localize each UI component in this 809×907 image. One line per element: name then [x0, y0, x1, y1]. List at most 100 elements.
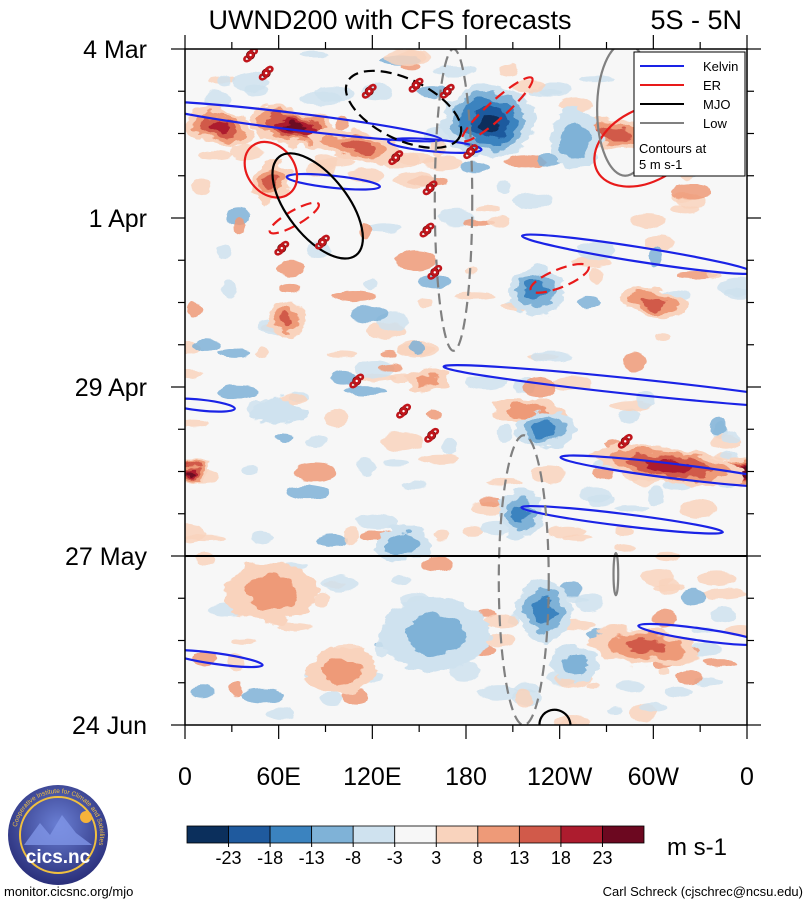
anomaly-speckle: [198, 150, 232, 160]
tropical-cyclone-icon: [274, 240, 290, 256]
colorbar: -23 -18 -13 -8 -3 3 8 13 18 23: [186, 825, 645, 868]
anomaly-level: [639, 296, 667, 309]
anomaly-speckle: [657, 666, 670, 675]
region-label: 5S - 5N: [650, 5, 742, 35]
colorbar-label: 13: [509, 848, 529, 868]
cyclone-center: [469, 150, 472, 153]
anomaly-speckle: [383, 459, 409, 467]
cyclone-arm: [430, 427, 440, 435]
kelvin-contour: [185, 397, 236, 413]
anomaly-speckle: [575, 296, 600, 309]
tropical-cyclone-icon: [396, 403, 412, 419]
footer-url[interactable]: monitor.cicsnc.org/mjo: [4, 884, 134, 899]
anomaly-speckle: [579, 76, 615, 83]
er-contour: [243, 140, 299, 199]
anomaly-speckle: [401, 480, 428, 490]
anomaly-blob: [185, 459, 209, 484]
anomaly-speckle: [679, 499, 718, 519]
anomaly-speckle: [276, 622, 313, 632]
anomaly-speckle: [380, 432, 423, 452]
hovmoller-chart: UWND200 with CFS forecasts 5S - 5N 4 Mar…: [65, 5, 761, 868]
tropical-cyclone-icon: [314, 234, 330, 250]
colorbar-label: -23: [216, 848, 242, 868]
anomaly-speckle: [461, 525, 484, 538]
anomaly-speckle: [218, 348, 252, 358]
anomaly-speckle: [314, 592, 331, 607]
legend: Kelvin ER MJO Low Contours at5 m s-1: [633, 51, 746, 177]
cyclone-arm: [321, 234, 330, 242]
legend-label: ER: [703, 78, 721, 93]
kelvin-contour: [387, 137, 483, 154]
low-contour: [612, 551, 620, 597]
anomaly-speckle: [240, 688, 285, 704]
anomaly-speckle: [255, 346, 269, 359]
anomaly-blob: [267, 302, 306, 339]
anomaly-speckle: [560, 720, 577, 725]
colorbar-swatch: [311, 825, 354, 844]
anomaly-level: [403, 613, 466, 655]
cyclone-layer: [243, 49, 633, 449]
anomaly-speckle: [243, 85, 268, 96]
colorbar-label: -13: [299, 848, 325, 868]
y-tick-label: 27 May: [65, 543, 147, 571]
kelvin-contour: [520, 504, 724, 535]
cyclone-center: [280, 246, 283, 250]
anomaly-speckle: [680, 589, 706, 606]
anomaly-speckle: [327, 351, 357, 358]
legend-note: 5 m s-1: [639, 157, 682, 172]
anomaly-speckle: [222, 279, 237, 299]
y-tick-label: 29 Apr: [75, 374, 147, 402]
colorbar-label: 8: [473, 848, 483, 868]
cyclone-arm: [388, 158, 398, 166]
x-axis: 0 60E 120E 180 120W 60W 0: [178, 35, 754, 791]
cyclone-arm: [425, 222, 435, 230]
tropical-cyclone-icon: [463, 144, 479, 159]
colorbar-label: -8: [345, 848, 361, 868]
cyclone-center: [355, 379, 358, 383]
anomaly-speckle: [350, 305, 388, 323]
anomaly-speckle: [418, 275, 452, 289]
legend-box: [633, 51, 746, 177]
anomaly-level: [532, 598, 556, 623]
cyclone-center: [414, 84, 418, 87]
anomaly-speckle: [651, 608, 677, 627]
anomaly-speckle: [658, 578, 680, 596]
anomaly-level: [477, 112, 501, 131]
anomaly-blob: [619, 286, 688, 319]
cyclone-arm: [243, 55, 252, 63]
anomaly-speckle: [671, 184, 712, 200]
logo-sun: [80, 811, 92, 823]
anomaly-speckle: [217, 384, 260, 399]
anomaly-speckle: [344, 386, 387, 396]
anomaly-speckle: [486, 478, 522, 486]
colorbar-units: m s-1: [667, 834, 727, 861]
anomaly-speckle: [344, 525, 359, 546]
chart-title: UWND200 with CFS forecasts: [208, 5, 571, 35]
anomaly-speckle: [709, 416, 728, 436]
anomaly-speckle: [653, 333, 671, 342]
anomaly-speckle: [304, 436, 329, 448]
anomaly-level: [414, 374, 440, 388]
anomaly-speckle: [496, 424, 513, 443]
anomaly-speckle: [480, 496, 502, 508]
anomaly-speckle: [622, 352, 647, 372]
anomaly-blob: [550, 646, 601, 683]
anomaly-level: [209, 121, 230, 134]
anomaly-speckle: [408, 340, 427, 354]
colorbar-swatch: [477, 825, 520, 844]
cyclone-center: [394, 156, 397, 159]
cyclone-center: [425, 228, 429, 232]
x-tick-label: 60W: [628, 763, 680, 791]
anomaly-speckle: [636, 390, 655, 409]
anomaly-speckle: [675, 271, 718, 279]
anomaly-level: [321, 657, 361, 685]
anomaly-speckle: [357, 457, 375, 476]
cyclone-arm: [361, 91, 371, 99]
kelvin-contour: [442, 364, 747, 410]
anomaly-speckle: [377, 364, 403, 372]
anomaly-level: [338, 138, 375, 153]
anomaly-blob: [306, 646, 376, 695]
logo-mountains: [24, 815, 92, 845]
anomaly-speckle: [277, 260, 305, 276]
kelvin-contour: [520, 233, 747, 275]
